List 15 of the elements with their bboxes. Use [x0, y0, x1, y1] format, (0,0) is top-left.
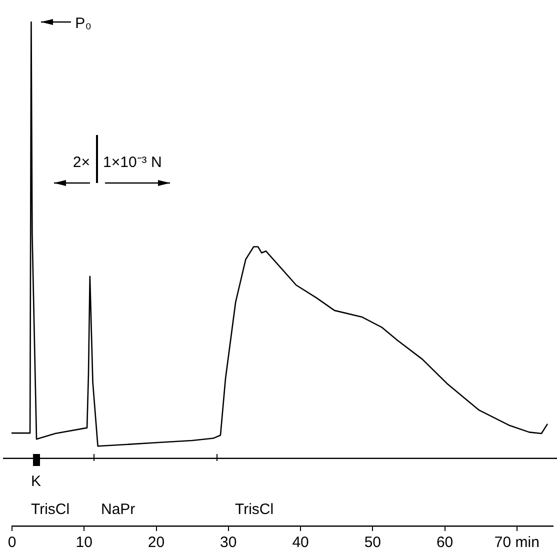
x-tick-label: 70 min	[494, 534, 540, 552]
x-tick-label: 30	[220, 534, 237, 552]
annotation: P₀	[75, 15, 92, 32]
text: TrisCl	[235, 501, 274, 518]
x-tick-label: 20	[148, 534, 165, 552]
x-tick-label: 10	[76, 534, 92, 552]
annotation: 2×	[72, 154, 90, 172]
annotation: 1×10⁻³ N	[103, 154, 162, 172]
text: TrisCl	[31, 501, 70, 518]
x-tick-label: 50	[364, 534, 382, 552]
text: NaPr	[101, 501, 136, 518]
x-tick-label: 40	[292, 534, 309, 552]
text: K	[31, 473, 42, 490]
x-tick-label: 0	[8, 534, 16, 552]
x-tick-label: 60	[436, 534, 454, 552]
